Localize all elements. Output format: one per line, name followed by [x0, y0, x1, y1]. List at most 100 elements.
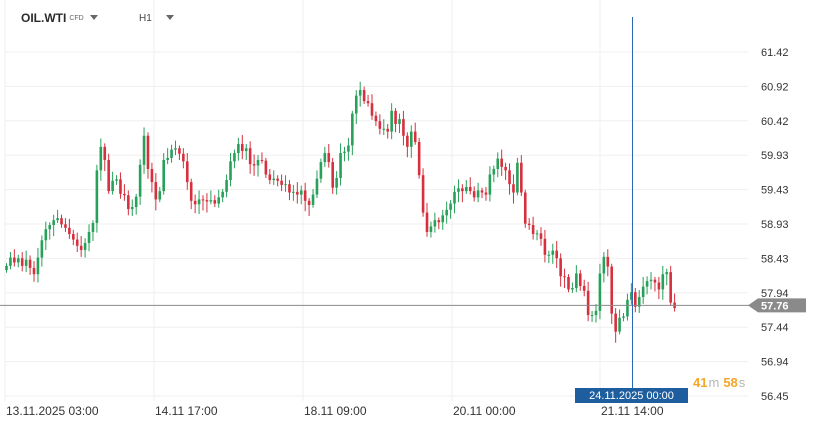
candle-body [480, 190, 484, 193]
candle-body [626, 299, 629, 317]
candle-body [178, 148, 181, 154]
candle-body [472, 191, 476, 198]
candle-body [468, 186, 472, 192]
candle [303, 182, 307, 212]
candle [335, 171, 338, 195]
candle-body [461, 188, 464, 192]
candle [150, 162, 154, 193]
candle [366, 94, 370, 107]
candle [268, 168, 272, 185]
candle [292, 184, 295, 201]
candle [512, 174, 515, 204]
candle [201, 195, 205, 211]
last-price-value: 57.76 [761, 300, 789, 312]
candle [75, 232, 79, 253]
candle [409, 125, 413, 158]
candle [221, 189, 224, 203]
candle [461, 184, 464, 203]
candle [182, 148, 185, 169]
symbol-selector[interactable]: OIL.WTI CFD [21, 11, 84, 25]
candle-body [594, 310, 598, 316]
candle [594, 303, 598, 323]
candle [264, 157, 268, 178]
timeframe-selector[interactable]: H1 [139, 13, 152, 24]
candle-body [433, 220, 437, 227]
candle [354, 90, 358, 124]
candle [79, 236, 83, 257]
candle [252, 154, 256, 176]
candle [445, 201, 448, 224]
candle-body [578, 273, 582, 286]
candle-body [95, 170, 99, 223]
candle-body [520, 162, 523, 193]
candle-body [40, 240, 44, 258]
candle-body [441, 215, 445, 223]
candle [586, 281, 590, 322]
candle-body [221, 191, 224, 198]
time-axis[interactable]: 13.11.2025 03:00 14.11 17:00 18.11 09:00 20… [6, 404, 664, 418]
candle [256, 155, 260, 177]
candle [614, 308, 617, 343]
candle-body [150, 168, 154, 183]
symbol-chevron-down-icon[interactable] [90, 15, 98, 20]
candle-body [264, 160, 268, 175]
candle [578, 270, 582, 291]
candle-body [99, 146, 103, 171]
candle [174, 140, 177, 156]
candle-body [252, 164, 256, 166]
price-axis[interactable]: 61.42 60.92 60.42 59.93 59.43 58.93 58.43 57.94… [761, 47, 789, 403]
candle [602, 252, 606, 283]
candle [508, 163, 511, 195]
candle [209, 190, 213, 205]
candle [645, 276, 649, 295]
candle [343, 146, 346, 162]
candle-body [303, 190, 307, 201]
candle [665, 268, 669, 286]
candle [9, 252, 12, 270]
candle [598, 263, 602, 320]
candle [166, 148, 169, 165]
candle-body [331, 162, 334, 188]
candle [351, 110, 354, 156]
candle-body [75, 239, 79, 246]
candle [374, 111, 378, 127]
candle-body [284, 184, 287, 186]
timeframe-chevron-down-icon[interactable] [166, 15, 174, 20]
candle-body [288, 184, 291, 193]
candle-body [260, 159, 264, 161]
candle-body [457, 188, 460, 192]
candle [323, 146, 327, 167]
candle-body [645, 281, 649, 287]
candle-body [465, 186, 468, 192]
candle-body [543, 238, 547, 255]
candle-body [233, 153, 236, 162]
candle [347, 137, 350, 161]
candle [657, 276, 661, 300]
candle [382, 119, 386, 136]
candle [362, 86, 366, 104]
candle-body [618, 317, 621, 332]
candle [610, 263, 614, 325]
candle-body [16, 258, 20, 263]
candle [527, 218, 531, 230]
candle-body [378, 121, 382, 129]
candle [276, 175, 279, 187]
candle-body [166, 157, 169, 160]
candle-body [417, 141, 421, 176]
candle-body [119, 179, 122, 194]
candle [52, 214, 55, 237]
candle [441, 209, 445, 230]
candle [559, 253, 562, 287]
candle [539, 227, 543, 246]
candle-body [130, 207, 134, 210]
candle-body [484, 192, 488, 195]
candle-body [48, 225, 52, 230]
candle-body [637, 297, 641, 307]
candle-body [241, 144, 244, 151]
candle [99, 138, 103, 181]
candle-body [413, 131, 417, 142]
candle-body [653, 279, 657, 283]
candle-body [68, 227, 71, 235]
candle-body [213, 200, 217, 204]
